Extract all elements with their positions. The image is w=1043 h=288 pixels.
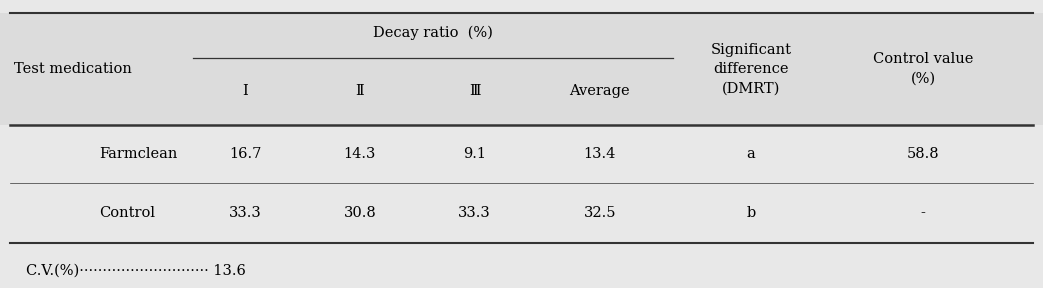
FancyBboxPatch shape: [0, 125, 1043, 243]
FancyBboxPatch shape: [0, 13, 1043, 125]
Text: 9.1: 9.1: [463, 147, 486, 161]
Text: C.V.(%)···························· 13.6: C.V.(%)···························· 13.6: [26, 264, 246, 278]
Text: Test medication: Test medication: [14, 62, 131, 76]
Text: 14.3: 14.3: [343, 147, 377, 161]
Text: b: b: [747, 206, 755, 220]
Text: 33.3: 33.3: [458, 206, 491, 220]
Text: 58.8: 58.8: [906, 147, 940, 161]
Text: 30.8: 30.8: [343, 206, 377, 220]
Text: a: a: [747, 147, 755, 161]
Text: 13.4: 13.4: [583, 147, 616, 161]
Text: 33.3: 33.3: [228, 206, 262, 220]
Text: Control value
(%): Control value (%): [873, 52, 973, 86]
Text: Control: Control: [99, 206, 155, 220]
Text: Average: Average: [569, 84, 630, 98]
Text: -: -: [921, 206, 925, 220]
Text: Farmclean: Farmclean: [99, 147, 177, 161]
Text: 16.7: 16.7: [228, 147, 262, 161]
Text: 32.5: 32.5: [583, 206, 616, 220]
Text: Significant
difference
(DMRT): Significant difference (DMRT): [710, 43, 792, 96]
Text: I: I: [242, 84, 248, 98]
Text: Decay ratio  (%): Decay ratio (%): [373, 25, 492, 39]
Text: Ⅲ: Ⅲ: [468, 84, 481, 98]
Text: Ⅱ: Ⅱ: [356, 84, 364, 98]
